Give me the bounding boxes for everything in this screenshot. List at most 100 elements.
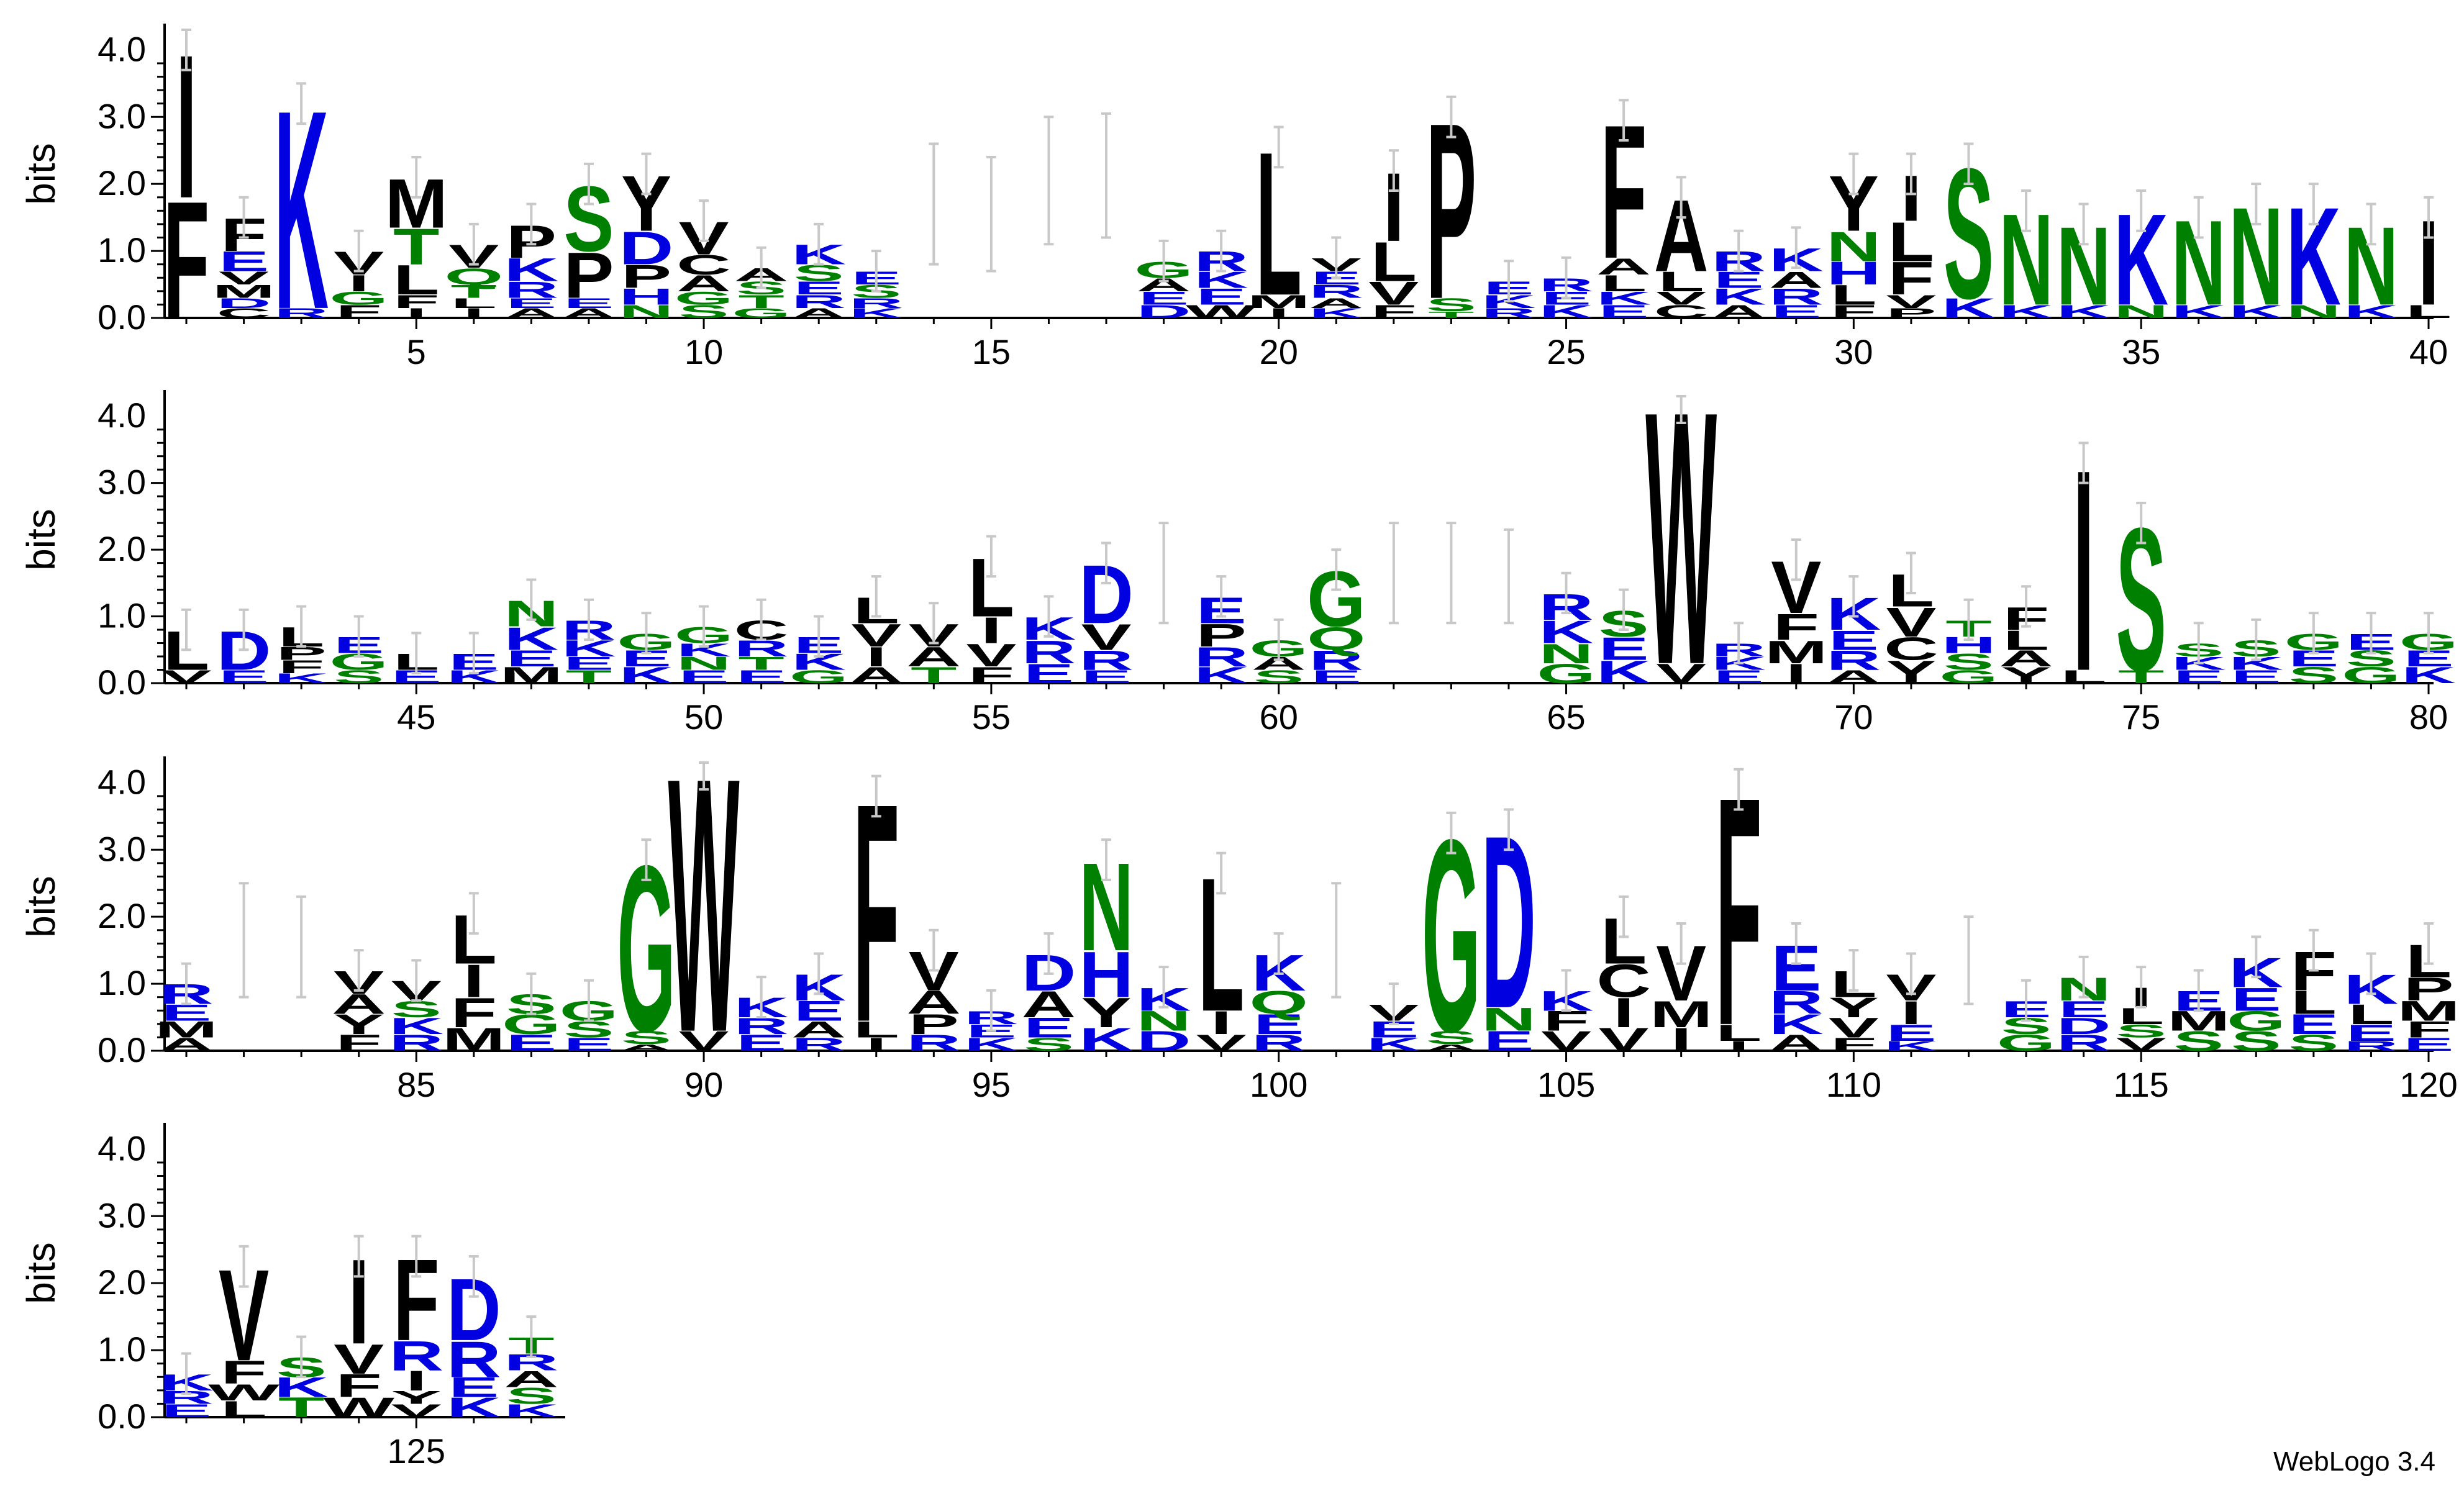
logo-letter: E — [1771, 301, 1821, 322]
logo-letter: E — [1714, 666, 1764, 687]
logo-letter: C — [1884, 630, 1939, 667]
logo-letter: E — [1886, 1020, 1936, 1046]
y-tick-label: 3.0 — [98, 463, 146, 502]
logo-letter: K — [1366, 1034, 1421, 1054]
logo-letter: A — [1596, 254, 1651, 280]
logo-letter: R — [504, 277, 558, 303]
x-tick-label: 60 — [1260, 697, 1298, 737]
logo-letter: A — [561, 306, 616, 321]
logo-letter: R — [791, 291, 846, 312]
y-tick-label: 2.0 — [98, 896, 146, 935]
logo-letter: I — [866, 642, 887, 673]
x-tick-label: 45 — [397, 697, 435, 737]
logo-letter: K — [2171, 301, 2226, 322]
logo-letter: L — [2348, 999, 2394, 1030]
logo-letter: E — [794, 995, 844, 1027]
y-tick-label: 2.0 — [98, 163, 146, 202]
logo-letter: M — [1765, 633, 1827, 670]
logo-letter: R — [1309, 281, 1363, 302]
y-tick-label: 1.0 — [98, 596, 146, 635]
y-tick-label: 0.0 — [98, 663, 146, 702]
logo-letter: N — [1826, 223, 1881, 270]
logo-letter: F — [336, 301, 382, 322]
logo-letter: S — [1943, 649, 1994, 674]
logo-letter: V — [219, 268, 269, 288]
y-axis-label: bits — [19, 509, 63, 571]
logo-letter: V — [1656, 288, 1706, 308]
logo-letter: R — [389, 1332, 443, 1379]
y-tick-label: 1.0 — [98, 1330, 146, 1369]
y-axis-label: bits — [19, 876, 63, 938]
y-tick-label: 1.0 — [98, 230, 146, 270]
logo-letter: I — [1728, 1038, 1749, 1054]
logo-letter: F — [336, 1030, 382, 1056]
logo-letter: K — [964, 1034, 1019, 1054]
x-tick-label: 25 — [1547, 332, 1585, 371]
logo-letter: G — [732, 306, 791, 321]
x-tick-label: 110 — [1826, 1065, 1881, 1104]
logo-letter: Q — [1249, 984, 1308, 1021]
logo-letter: V — [1368, 275, 1419, 312]
logo-letter: R — [1769, 284, 1824, 310]
logo-letter: A — [619, 1043, 674, 1053]
logo-letter: S — [621, 1027, 671, 1048]
logo-letter: M — [212, 281, 275, 302]
logo-letter: A — [791, 306, 846, 321]
logo-letter: K — [1596, 654, 1651, 691]
logo-letter: K — [1884, 1038, 1939, 1054]
logo-letter: T — [911, 663, 957, 688]
logo-letter: Y — [1081, 989, 1131, 1036]
logo-letter: D — [1137, 1026, 1191, 1057]
logo-letter: A — [1309, 296, 1363, 311]
y-tick-label: 0.0 — [98, 1397, 146, 1436]
logo-letter: V — [1599, 1021, 1649, 1058]
y-tick-label: 2.0 — [98, 529, 146, 568]
logo-letter: V — [851, 617, 901, 653]
logo-letter: V — [679, 1026, 729, 1057]
logo-letter: W — [1186, 301, 1257, 322]
y-tick-label: 3.0 — [98, 829, 146, 868]
logo-letter: R — [1769, 984, 1824, 1021]
logo-letter: D — [1137, 301, 1191, 322]
logo-letter: G — [1997, 1030, 2056, 1056]
logo-letter: E — [2288, 1009, 2339, 1040]
y-tick-label: 3.0 — [98, 96, 146, 135]
logo-letter: N — [1481, 1001, 1536, 1038]
logo-letter: S — [2116, 1020, 2166, 1041]
logo-letter: V — [391, 1400, 442, 1421]
logo-letter: Y — [1829, 992, 1879, 1023]
logo-letter: V — [334, 1336, 384, 1382]
logo-letter: F — [1830, 1034, 1876, 1054]
logo-letter: A — [849, 663, 904, 688]
logo-letter: D — [2057, 1014, 2111, 1040]
x-tick-label: 10 — [684, 332, 723, 371]
y-tick-label: 4.0 — [98, 1128, 146, 1168]
logo-letter: K — [2229, 301, 2283, 322]
logo-letter: F — [1773, 607, 1819, 648]
logo-letter: K — [1079, 1021, 1134, 1058]
logo-letter: S — [2231, 1026, 2281, 1057]
logo-letter: F — [336, 1367, 382, 1404]
logo-letter: F — [1371, 301, 1417, 322]
logo-letter: W — [208, 1380, 280, 1406]
logo-letter: F — [1830, 301, 1876, 322]
logo-letter: C — [217, 306, 271, 321]
logo-letter: K — [447, 1392, 501, 1423]
logo-letter: E — [1483, 1026, 1534, 1057]
x-tick-label: 15 — [972, 332, 1011, 371]
logo-letter: T — [738, 653, 784, 674]
logo-letter: L — [2003, 625, 2049, 656]
logo-letter: C — [1654, 301, 1709, 322]
logo-letter: G — [789, 666, 848, 687]
logo-letter: S — [1426, 1027, 1476, 1048]
logo-letter: T — [451, 281, 497, 302]
logo-letter: K — [1194, 663, 1248, 688]
logo-letter: E — [2231, 666, 2281, 687]
logo-letter: A — [504, 1366, 558, 1392]
y-axis-label: bits — [19, 1242, 63, 1304]
y-tick-label: 0.0 — [98, 297, 146, 337]
x-tick-label: 20 — [1260, 332, 1298, 371]
logo-letter: E — [2058, 997, 2109, 1023]
logo-letter: G — [329, 288, 388, 308]
